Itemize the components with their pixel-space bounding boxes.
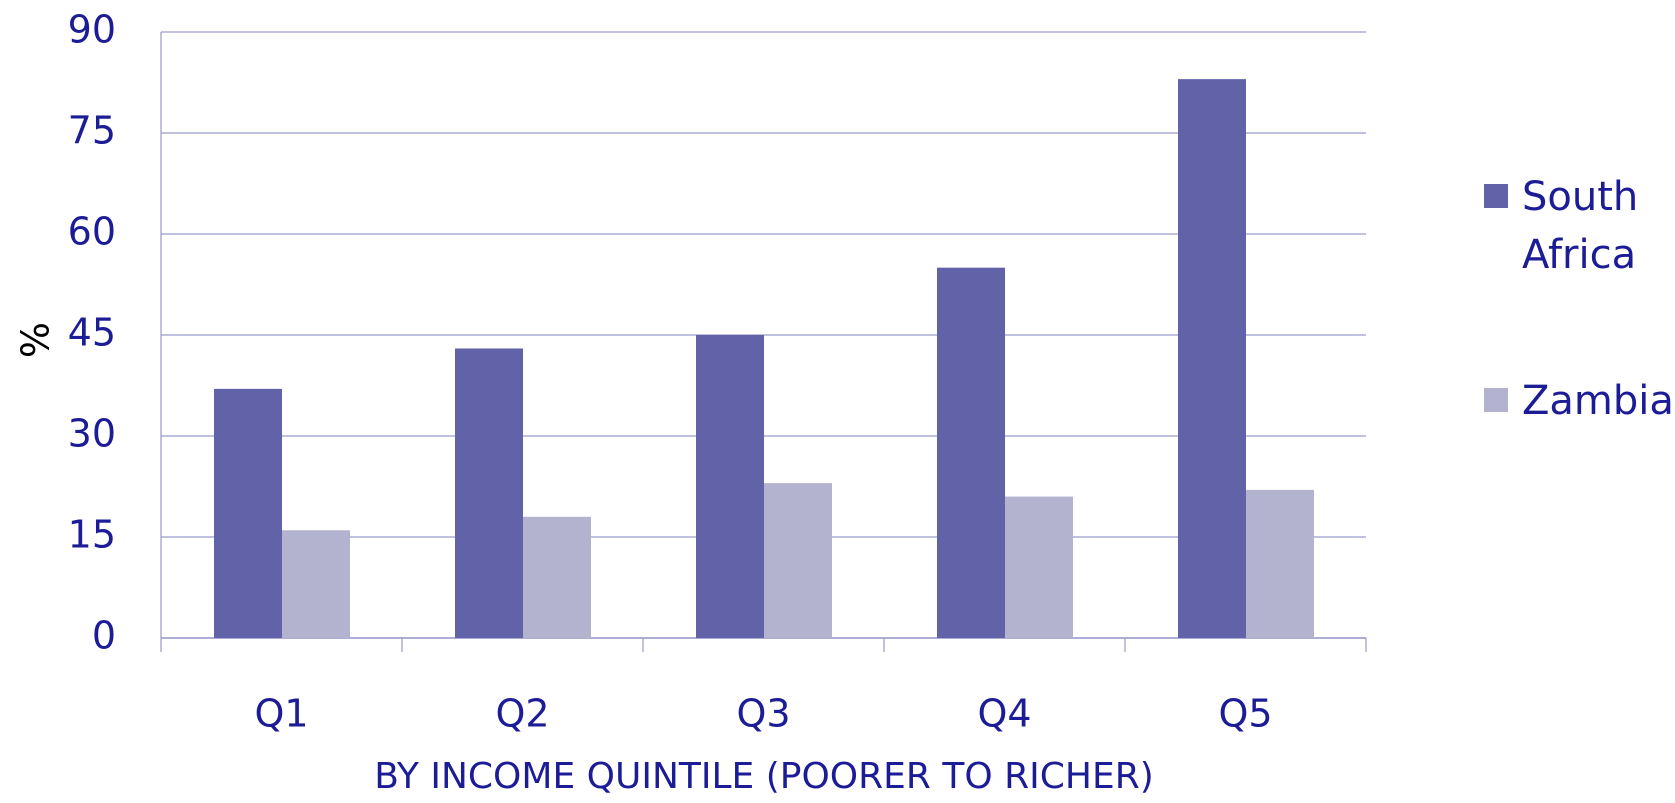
legend-swatch <box>1484 388 1508 412</box>
x-tick-label: Q4 <box>977 692 1031 736</box>
y-tick-label: 90 <box>68 8 116 52</box>
bar <box>455 348 523 638</box>
bar <box>282 530 350 638</box>
y-tick-label: 45 <box>68 311 116 355</box>
y-tick-label: 15 <box>68 513 116 557</box>
bar <box>214 388 282 638</box>
y-axis-label: % <box>14 322 58 358</box>
y-tick-label: 75 <box>68 109 116 153</box>
x-tick-label: Q5 <box>1218 692 1272 736</box>
x-axis-label: BY INCOME QUINTILE (POORER TO RICHER) <box>374 756 1154 797</box>
bar <box>1246 489 1314 638</box>
bar <box>1178 79 1246 639</box>
bar <box>937 267 1005 638</box>
bar <box>523 516 591 638</box>
legend-label: South Africa <box>1522 174 1639 278</box>
bar <box>1005 496 1073 638</box>
x-tick-label: Q2 <box>495 692 549 736</box>
bar <box>696 335 764 638</box>
legend-swatch <box>1484 184 1508 208</box>
bar <box>764 483 832 638</box>
y-tick-label: 30 <box>68 412 116 456</box>
y-tick-label: 60 <box>68 210 116 254</box>
legend-label: Zambia <box>1522 378 1674 424</box>
x-tick-label: Q1 <box>254 692 308 736</box>
y-tick-label: 0 <box>92 614 116 658</box>
x-tick-label: Q3 <box>736 692 790 736</box>
